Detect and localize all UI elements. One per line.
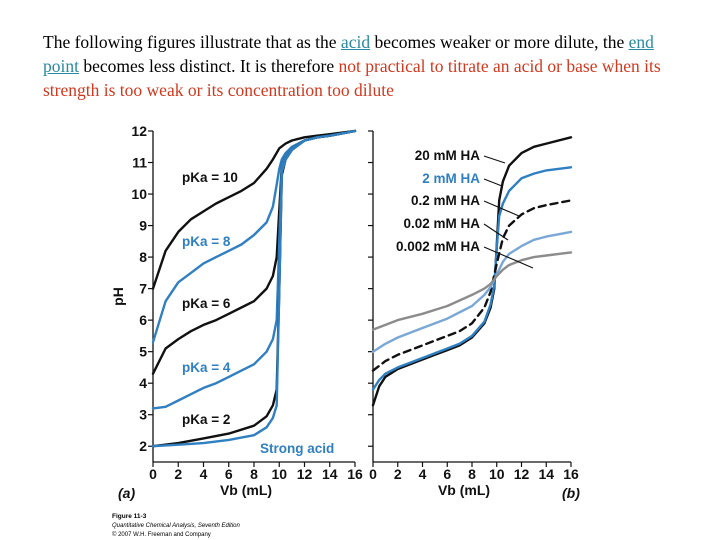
- x-tick-label: 14: [322, 466, 338, 482]
- x-tick-label: 8: [468, 466, 476, 482]
- x-tick-label: 12: [514, 466, 530, 482]
- y-tick-label: 8: [139, 249, 147, 265]
- series-label-pka-4: pKa = 4: [182, 360, 231, 375]
- x-axis-title: Vb (mL): [220, 482, 272, 498]
- y-tick-label: 3: [139, 407, 147, 423]
- leader-line-0-2-mm-ha: [483, 200, 520, 217]
- series-label-0-002-mm-ha: 0.002 mM HA: [396, 239, 480, 254]
- series-label-0-02-mm-ha: 0.02 mM HA: [403, 216, 480, 231]
- end-point-link[interactable]: end point: [43, 32, 654, 76]
- x-tick-label: 10: [489, 466, 505, 482]
- leader-line-0-02-mm-ha: [483, 223, 509, 241]
- series-label-pka-6: pKa = 6: [182, 296, 231, 311]
- y-tick-label: 12: [131, 123, 147, 139]
- x-tick-label: 4: [419, 466, 427, 482]
- figure-book: Quantitative Chemical Analysis, Seventh …: [112, 523, 241, 529]
- series-0-02-mm-ha-line: [371, 230, 573, 353]
- y-tick-label: 2: [139, 438, 147, 454]
- y-tick-label: 9: [139, 218, 147, 234]
- series-label-pka-8: pKa = 8: [182, 234, 231, 249]
- panel-label: (b): [562, 485, 580, 501]
- caption-part1: The following figures illustrate that as…: [43, 32, 341, 52]
- series-label-strong-acid: Strong acid: [260, 441, 334, 456]
- x-tick-label: 6: [225, 466, 233, 482]
- y-tick-label: 11: [132, 155, 147, 171]
- x-tick-label: 8: [250, 466, 258, 482]
- acid-link[interactable]: acid: [340, 32, 371, 52]
- series-label-pka-10: pKa = 10: [182, 170, 238, 185]
- panel-b: 0 2 4 6 8 10 12 14 16 Vb (mL) (b) 20 mM HA 2 mM HA 0.…: [368, 130, 580, 501]
- caption-warning: not practical to titrate an acid or base…: [43, 56, 661, 100]
- series-2-mm-ha-line: [371, 166, 573, 391]
- series-strong-acid-line: [151, 129, 357, 448]
- y-tick-label: 10: [131, 186, 147, 202]
- y-tick-label: 6: [139, 312, 147, 328]
- leader-line-2-mm-ha: [483, 178, 503, 187]
- series-pka-10-line: [151, 129, 357, 290]
- series-label-pka-2: pKa = 2: [182, 412, 230, 427]
- x-tick-label: 6: [443, 466, 451, 482]
- series-0-2-mm-ha-line: [371, 199, 573, 372]
- y-axis-title: pH: [110, 287, 126, 306]
- x-tick-label: 4: [200, 466, 208, 482]
- figure-copyright: © 2007 W.H. Freeman and Company: [112, 531, 211, 538]
- panel-label: (a): [118, 485, 135, 501]
- series-label-20-mm-ha: 20 mM HA: [415, 148, 481, 163]
- y-tick-label: 4: [139, 375, 147, 391]
- y-tick-label: 7: [139, 281, 147, 297]
- x-axis-title: Vb (mL): [438, 482, 490, 498]
- x-tick-label: 0: [369, 466, 377, 482]
- x-tick-label: 16: [563, 466, 579, 482]
- leader-line-0-002-mm-ha: [483, 246, 534, 269]
- leader-line-20-mm-ha: [483, 155, 506, 164]
- caption-text: The following figures illustrate that as…: [43, 30, 693, 102]
- figure-number: Figure 11-3: [112, 513, 147, 520]
- x-tick-label: 10: [271, 466, 287, 482]
- series-pka-6-line: [151, 129, 357, 375]
- y-tick-label: 5: [139, 344, 147, 360]
- series-label-0-2-mm-ha: 0.2 mM HA: [411, 193, 480, 208]
- series-0-002-mm-ha-line: [371, 251, 573, 331]
- series-label-2-mm-ha: 2 mM HA: [422, 171, 480, 186]
- caption-part2: becomes weaker or more dilute, the: [370, 32, 629, 52]
- x-tick-label: 0: [149, 466, 157, 482]
- x-tick-label: 12: [297, 466, 313, 482]
- x-tick-label: 2: [394, 466, 402, 482]
- caption-part3: becomes less distinct. It is therefore: [78, 56, 339, 76]
- x-tick-label: 16: [347, 466, 363, 482]
- x-tick-label: 14: [538, 466, 554, 482]
- x-tick-label: 2: [174, 466, 182, 482]
